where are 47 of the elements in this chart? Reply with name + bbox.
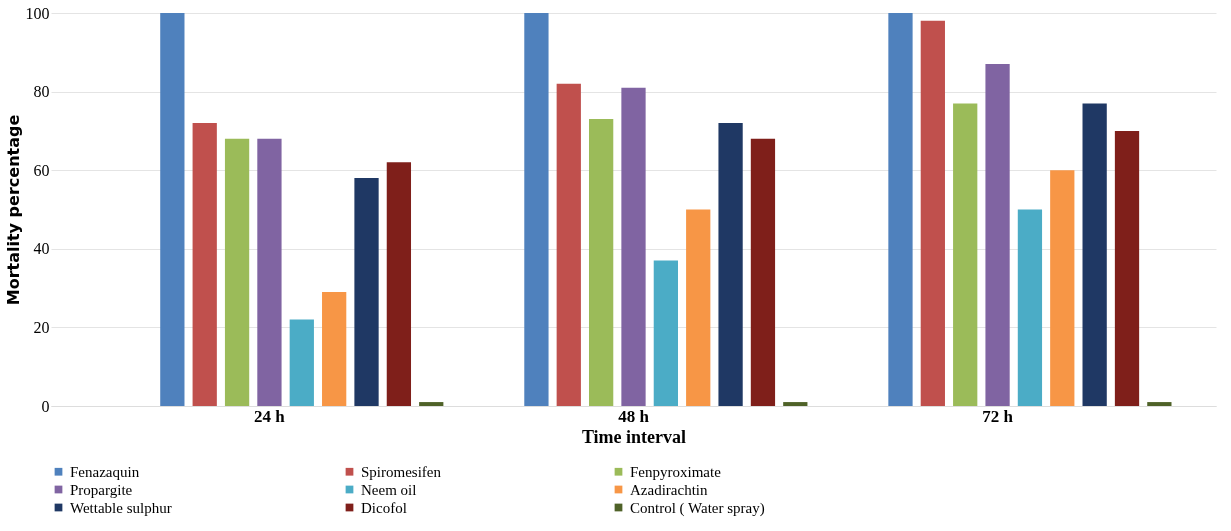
bar — [1147, 402, 1172, 406]
bar — [888, 13, 913, 406]
y-tick-label: 80 — [33, 83, 50, 101]
bar — [750, 138, 776, 406]
bar — [1082, 103, 1107, 406]
y-tick-label: 60 — [33, 161, 50, 179]
bar — [985, 64, 1010, 406]
bar — [953, 103, 978, 406]
legend-label: Fenpyroximate — [630, 463, 722, 480]
bar — [386, 162, 412, 406]
y-tick-label: 100 — [25, 4, 50, 22]
bar — [589, 119, 614, 406]
bar — [556, 83, 581, 406]
y-tick-label: 0 — [41, 397, 50, 415]
bar — [419, 402, 444, 406]
legend-label: Neem oil — [361, 481, 417, 498]
legend-label: Azadirachtin — [630, 481, 708, 498]
bar — [783, 402, 808, 406]
y-tick-label: 20 — [33, 318, 50, 336]
x-axis-title: Time interval — [581, 426, 687, 447]
legend-label: Propargite — [70, 481, 133, 498]
bar — [192, 123, 217, 406]
y-axis-title: Mortality percentage — [3, 114, 23, 306]
bar — [920, 20, 945, 406]
x-tick-label: 24 h — [254, 406, 286, 426]
bar — [653, 260, 678, 406]
bar — [1114, 130, 1140, 406]
bar — [524, 13, 549, 406]
x-tick-label: 72 h — [982, 406, 1014, 426]
legend-label: Wettable sulphur — [70, 499, 172, 516]
bar — [1017, 209, 1043, 406]
x-tick-label: 48 h — [618, 406, 650, 426]
legend-label: Fenazaquin — [70, 463, 140, 480]
bar — [354, 178, 379, 406]
bar — [160, 13, 185, 406]
bar — [322, 292, 347, 406]
bar — [686, 209, 711, 406]
bar — [289, 319, 314, 406]
bar — [1050, 170, 1075, 406]
legend-label: Dicofol — [361, 499, 407, 516]
bar — [718, 123, 743, 406]
y-tick-label: 40 — [33, 240, 50, 258]
bar — [257, 138, 282, 406]
bar — [621, 87, 646, 406]
bar — [224, 138, 250, 406]
legend-label: Spiromesifen — [361, 463, 442, 480]
legend-label: Control ( Water spray) — [630, 499, 765, 517]
